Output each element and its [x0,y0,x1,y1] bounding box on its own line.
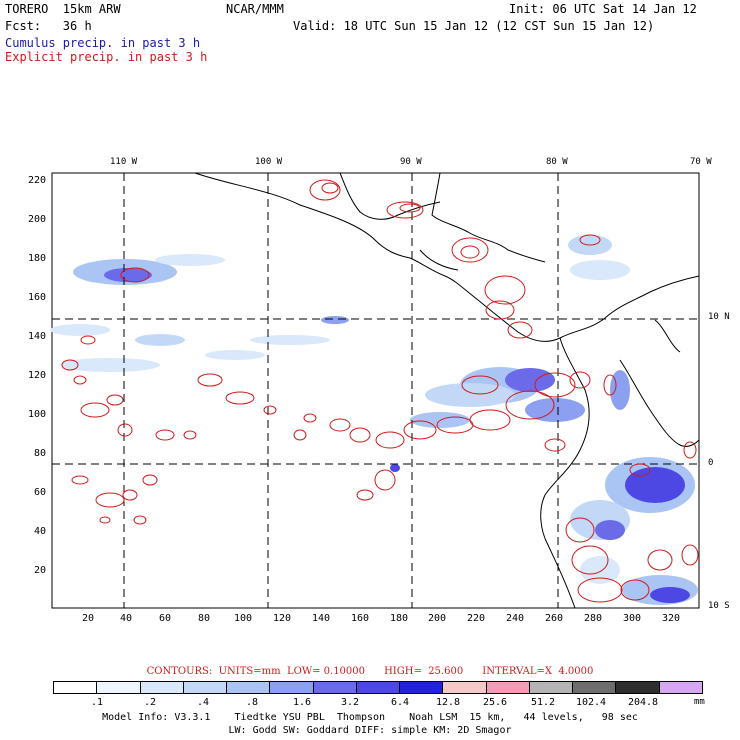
cbar-label-0-1: .1 [90,697,104,708]
color-bar-cell [399,682,443,693]
x-tick-300: 300 [622,613,642,624]
lat-label-0: 0 [708,458,714,468]
organization-label: NCAR/MMM [226,2,284,16]
color-bar-cell [96,682,140,693]
x-tick-40: 40 [119,613,133,624]
cbar-label-1-6: 1.6 [292,697,312,708]
cbar-label-25-6: 25.6 [482,697,508,708]
color-bar [53,681,703,694]
cbar-label-0-4: .4 [196,697,210,708]
forecast-hour: Fcst: 36 h [5,19,92,33]
lon-label-70w: 70 W [690,157,712,167]
color-bar-cell [355,682,400,693]
lat-lon-grid [52,173,699,608]
color-bar-cell [182,682,227,693]
init-time: Init: 06 UTC Sat 14 Jan 12 [509,2,697,16]
cbar-label-204-8: 204.8 [627,697,659,708]
color-bar-cell [485,682,529,693]
y-tick-40: 40 [33,526,46,537]
y-tick-220: 220 [27,175,46,186]
color-bar-cell [442,682,486,693]
x-tick-280: 280 [583,613,603,624]
y-tick-140: 140 [27,331,46,342]
color-bar-cell [269,682,313,693]
cbar-label-0-8: .8 [245,697,259,708]
map-frame [51,172,700,609]
color-bar-cell [54,682,97,693]
x-tick-220: 220 [466,613,486,624]
coastlines [194,172,700,609]
y-tick-100: 100 [27,409,46,420]
x-tick-60: 60 [158,613,172,624]
x-tick-180: 180 [389,613,409,624]
cbar-units: mm [694,697,705,707]
x-tick-260: 260 [544,613,564,624]
x-tick-200: 200 [427,613,447,624]
valid-time: Valid: 18 UTC Sun 15 Jan 12 (12 CST Sun … [293,19,655,33]
y-tick-180: 180 [27,253,46,264]
x-tick-120: 120 [272,613,292,624]
model-name: TORERO 15km ARW [5,2,121,16]
cbar-label-3-2: 3.2 [340,697,360,708]
lon-label-90w: 90 W [400,157,422,167]
model-info-line1: Model Info: V3.3.1 Tiedtke YSU PBL Thomp… [102,712,638,723]
color-bar-cell [572,682,616,693]
x-tick-20: 20 [81,613,95,624]
cbar-label-12-8: 12.8 [435,697,461,708]
explicit-precip-contours [61,179,699,603]
lat-label-10n: 10 N [708,312,730,322]
model-info-line2: LW: Godd SW: Goddard DIFF: simple KM: 2D… [228,725,512,736]
color-bar-cell [615,682,659,693]
y-tick-160: 160 [27,292,46,303]
lon-label-80w: 80 W [546,157,568,167]
x-tick-80: 80 [197,613,211,624]
x-tick-320: 320 [661,613,681,624]
cbar-label-102-4: 102.4 [575,697,607,708]
color-bar-cell [528,682,573,693]
color-bar-cell [658,682,702,693]
lon-label-100w: 100 W [255,157,283,167]
x-tick-100: 100 [233,613,253,624]
lat-label-10s: 10 S [708,601,730,611]
color-bar-cell [139,682,183,693]
y-tick-60: 60 [33,487,46,498]
cumulus-precip-label: Cumulus precip. in past 3 h [5,36,201,50]
y-tick-80: 80 [33,448,46,459]
y-tick-20: 20 [33,565,46,576]
explicit-precip-label: Explicit precip. in past 3 h [5,50,208,64]
cbar-label-6-4: 6.4 [390,697,410,708]
x-tick-240: 240 [505,613,525,624]
y-tick-120: 120 [27,370,46,381]
x-tick-160: 160 [350,613,370,624]
cumulus-precip-shading [50,235,698,605]
y-tick-200: 200 [27,214,46,225]
lon-label-110w: 110 W [110,157,138,167]
color-bar-cell [312,682,356,693]
color-bar-cell [226,682,270,693]
cbar-label-51-2: 51.2 [530,697,556,708]
x-tick-140: 140 [311,613,331,624]
contours-info: CONTOURS: UNITS=mm LOW= 0.10000 HIGH= 25… [146,666,594,677]
cbar-label-0-2: .2 [143,697,157,708]
